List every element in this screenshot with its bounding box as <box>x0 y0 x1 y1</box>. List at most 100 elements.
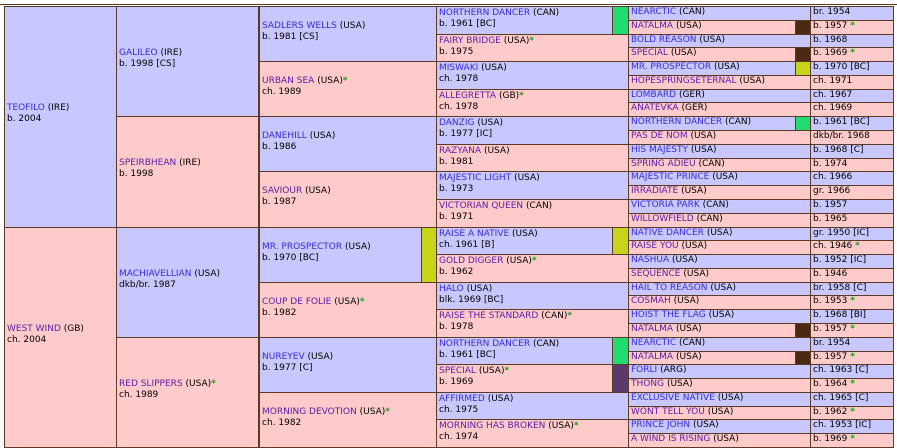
horse-name-link[interactable]: DANEHILL <box>262 131 307 141</box>
horse-info: ch. 1953 [IC] <box>813 420 872 430</box>
horse-name-link[interactable]: MR. PROSPECTOR <box>631 62 712 72</box>
horse-name-link[interactable]: NASHUA <box>631 255 670 265</box>
horse-info: b. 1957 <box>813 200 848 210</box>
star-icon: * <box>567 311 573 321</box>
horse-name-link[interactable]: EXCLUSIVE NATIVE <box>631 393 715 403</box>
horse-info: b. 1962 <box>439 267 474 277</box>
gen5-horse-8: NORTHERN DANCER (CAN) <box>628 116 811 131</box>
horse-name-link[interactable]: ALLEGRETTA <box>439 91 497 101</box>
horse-info: b. 1952 [IC] <box>813 255 867 265</box>
horse-country: (USA) <box>514 173 540 183</box>
horse-country: (USA) <box>673 296 700 306</box>
horse-name-link[interactable]: NATIVE DANCER <box>631 228 704 238</box>
horse-name-link[interactable]: NORTHERN DANCER <box>439 8 531 18</box>
horse-info: b. 1957 <box>813 324 848 334</box>
horse-name-link[interactable]: RAZYANA <box>439 146 482 156</box>
gen5-horse-info-cell-23: b. 1957 * <box>810 323 894 338</box>
gen5-horse-29: WONT TELL YOU (USA) <box>628 406 811 420</box>
gen5-horse-info-cell-14: b. 1957 <box>810 199 894 214</box>
horse-name-link[interactable]: PRINCE JOHN <box>631 420 691 430</box>
horse-country: (USA) <box>675 352 702 362</box>
horse-name-link[interactable]: MISWAKI <box>439 63 479 73</box>
horse-name-link[interactable]: GALILEO <box>119 48 158 58</box>
horse-name-link[interactable]: HAIL TO REASON <box>631 283 708 293</box>
horse-name-link[interactable]: VICTORIA PARK <box>631 200 700 210</box>
horse-info: ch. 1969 <box>813 103 853 113</box>
horse-name-link[interactable]: HALO <box>439 284 464 294</box>
horse-name-link[interactable]: MAJESTIC LIGHT <box>439 173 512 183</box>
gen3-horse-5: COUP DE FOLIE (USA)* b. 1982 <box>259 282 437 338</box>
horse-name-link[interactable]: MAJESTIC PRINCE <box>631 172 710 182</box>
horse-name-link[interactable]: NATALMA <box>631 324 674 334</box>
horse-name-link[interactable]: MACHIAVELLIAN <box>119 269 192 279</box>
horse-info: b. 1981 [CS] <box>262 32 319 42</box>
horse-name-link[interactable]: AFFIRMED <box>439 394 485 404</box>
horse-name-link[interactable]: SPECIAL <box>439 366 476 376</box>
gen5-horse-info-cell-31: b. 1969 * <box>810 433 894 448</box>
horse-name-link[interactable]: MORNING HAS BROKEN <box>439 421 546 431</box>
horse-name-link[interactable]: SPRING ADIEU <box>631 159 696 169</box>
horse-name-link[interactable]: NUREYEV <box>262 352 305 362</box>
horse-name-link[interactable]: LOMBARD <box>631 90 677 100</box>
horse-info: ch. 1971 <box>813 76 853 86</box>
horse-name-link[interactable]: SAVIOUR <box>262 186 303 196</box>
horse-name-link[interactable]: VICTORIAN QUEEN <box>439 201 524 211</box>
horse-name-link[interactable]: THONG <box>631 379 665 389</box>
horse-name-link[interactable]: COUP DE FOLIE <box>262 297 332 307</box>
horse-info: br. 1954 <box>813 7 851 17</box>
horse-name-link[interactable]: SPEIRBHEAN <box>119 158 177 168</box>
horse-name-link[interactable]: DANZIG <box>439 118 475 128</box>
horse-country: (USA) <box>194 269 220 279</box>
horse-name-link[interactable]: RED SLIPPERS <box>119 379 183 389</box>
star-icon: * <box>529 36 535 46</box>
horse-name-link[interactable]: MORNING DEVOTION <box>262 407 357 417</box>
horse-name-link[interactable]: NEARCTIC <box>631 338 677 348</box>
gen5-horse-info-cell-1: b. 1957 * <box>810 20 894 35</box>
horse-name-link[interactable]: NATALMA <box>631 352 674 362</box>
horse-name-link[interactable]: SPECIAL <box>631 48 668 58</box>
horse-country: (USA) <box>714 62 740 72</box>
horse-name-link[interactable]: HOIST THE FLAG <box>631 310 706 320</box>
horse-name-link[interactable]: SADLERS WELLS <box>262 21 337 31</box>
horse-name-link[interactable]: GOLD DIGGER <box>439 256 504 266</box>
star-icon: * <box>850 434 855 444</box>
horse-name-link[interactable]: SEQUENCE <box>631 269 681 279</box>
horse-name-link[interactable]: TEOFILO <box>7 103 45 113</box>
gen4-horse-4: DANZIG (USA) b. 1977 [IC] <box>436 116 629 145</box>
horse-name-link[interactable]: ANATEVKA <box>631 103 679 113</box>
horse-name-link[interactable]: WILLOWFIELD <box>631 214 694 224</box>
horse-name-link[interactable]: A WIND IS RISING <box>631 434 711 444</box>
horse-name-link[interactable]: WEST WIND <box>7 324 61 334</box>
gen1-horse-0: TEOFILO (IRE) b. 2004 <box>4 6 117 228</box>
horse-name-link[interactable]: COSMAH <box>631 296 671 306</box>
horse-name-link[interactable]: PAS DE NOM <box>631 131 688 141</box>
gen5-horse-12: MAJESTIC PRINCE (USA) <box>628 171 811 186</box>
horse-name-link[interactable]: MR. PROSPECTOR <box>262 242 343 252</box>
horse-country: (USA) <box>713 434 739 444</box>
horse-info: ch. 1982 <box>262 418 302 428</box>
horse-name-link[interactable]: NORTHERN DANCER <box>631 117 723 127</box>
horse-name-link[interactable]: IRRADIATE <box>631 186 679 196</box>
horse-name-link[interactable]: NATALMA <box>631 21 674 31</box>
horse-name-link[interactable]: RAISE YOU <box>631 241 679 251</box>
horse-name-link[interactable]: RAISE THE STANDARD <box>439 311 539 321</box>
horse-info: b. 1968 [C] <box>813 145 864 155</box>
gen5-horse-11: SPRING ADIEU (CAN) <box>628 158 811 172</box>
horse-name-link[interactable]: HIS MAJESTY <box>631 145 688 155</box>
horse-name-link[interactable]: FORLI <box>631 365 658 375</box>
gen4-horse-2: MISWAKI (USA) ch. 1978 <box>436 61 629 90</box>
horse-info: b. 1970 [BC] <box>262 253 319 263</box>
horse-name-link[interactable]: HOPESPRINGSETERNAL <box>631 76 737 86</box>
horse-name-link[interactable]: FAIRY BRIDGE <box>439 36 501 46</box>
horse-name-link[interactable]: NORTHERN DANCER <box>439 339 531 349</box>
horse-name-link[interactable]: URBAN SEA <box>262 76 315 86</box>
gen5-horse-9: PAS DE NOM (USA) <box>628 130 811 145</box>
horse-country: (USA) <box>683 269 709 279</box>
horse-name-link[interactable]: RAISE A NATIVE <box>439 229 510 239</box>
horse-name-link[interactable]: BOLD REASON <box>631 35 697 45</box>
horse-name-link[interactable]: NEARCTIC <box>631 7 677 17</box>
gen5-horse-27: THONG (USA) <box>628 378 811 393</box>
horse-name-link[interactable]: WONT TELL YOU <box>631 407 705 417</box>
horse-country: (GER) <box>681 103 708 113</box>
